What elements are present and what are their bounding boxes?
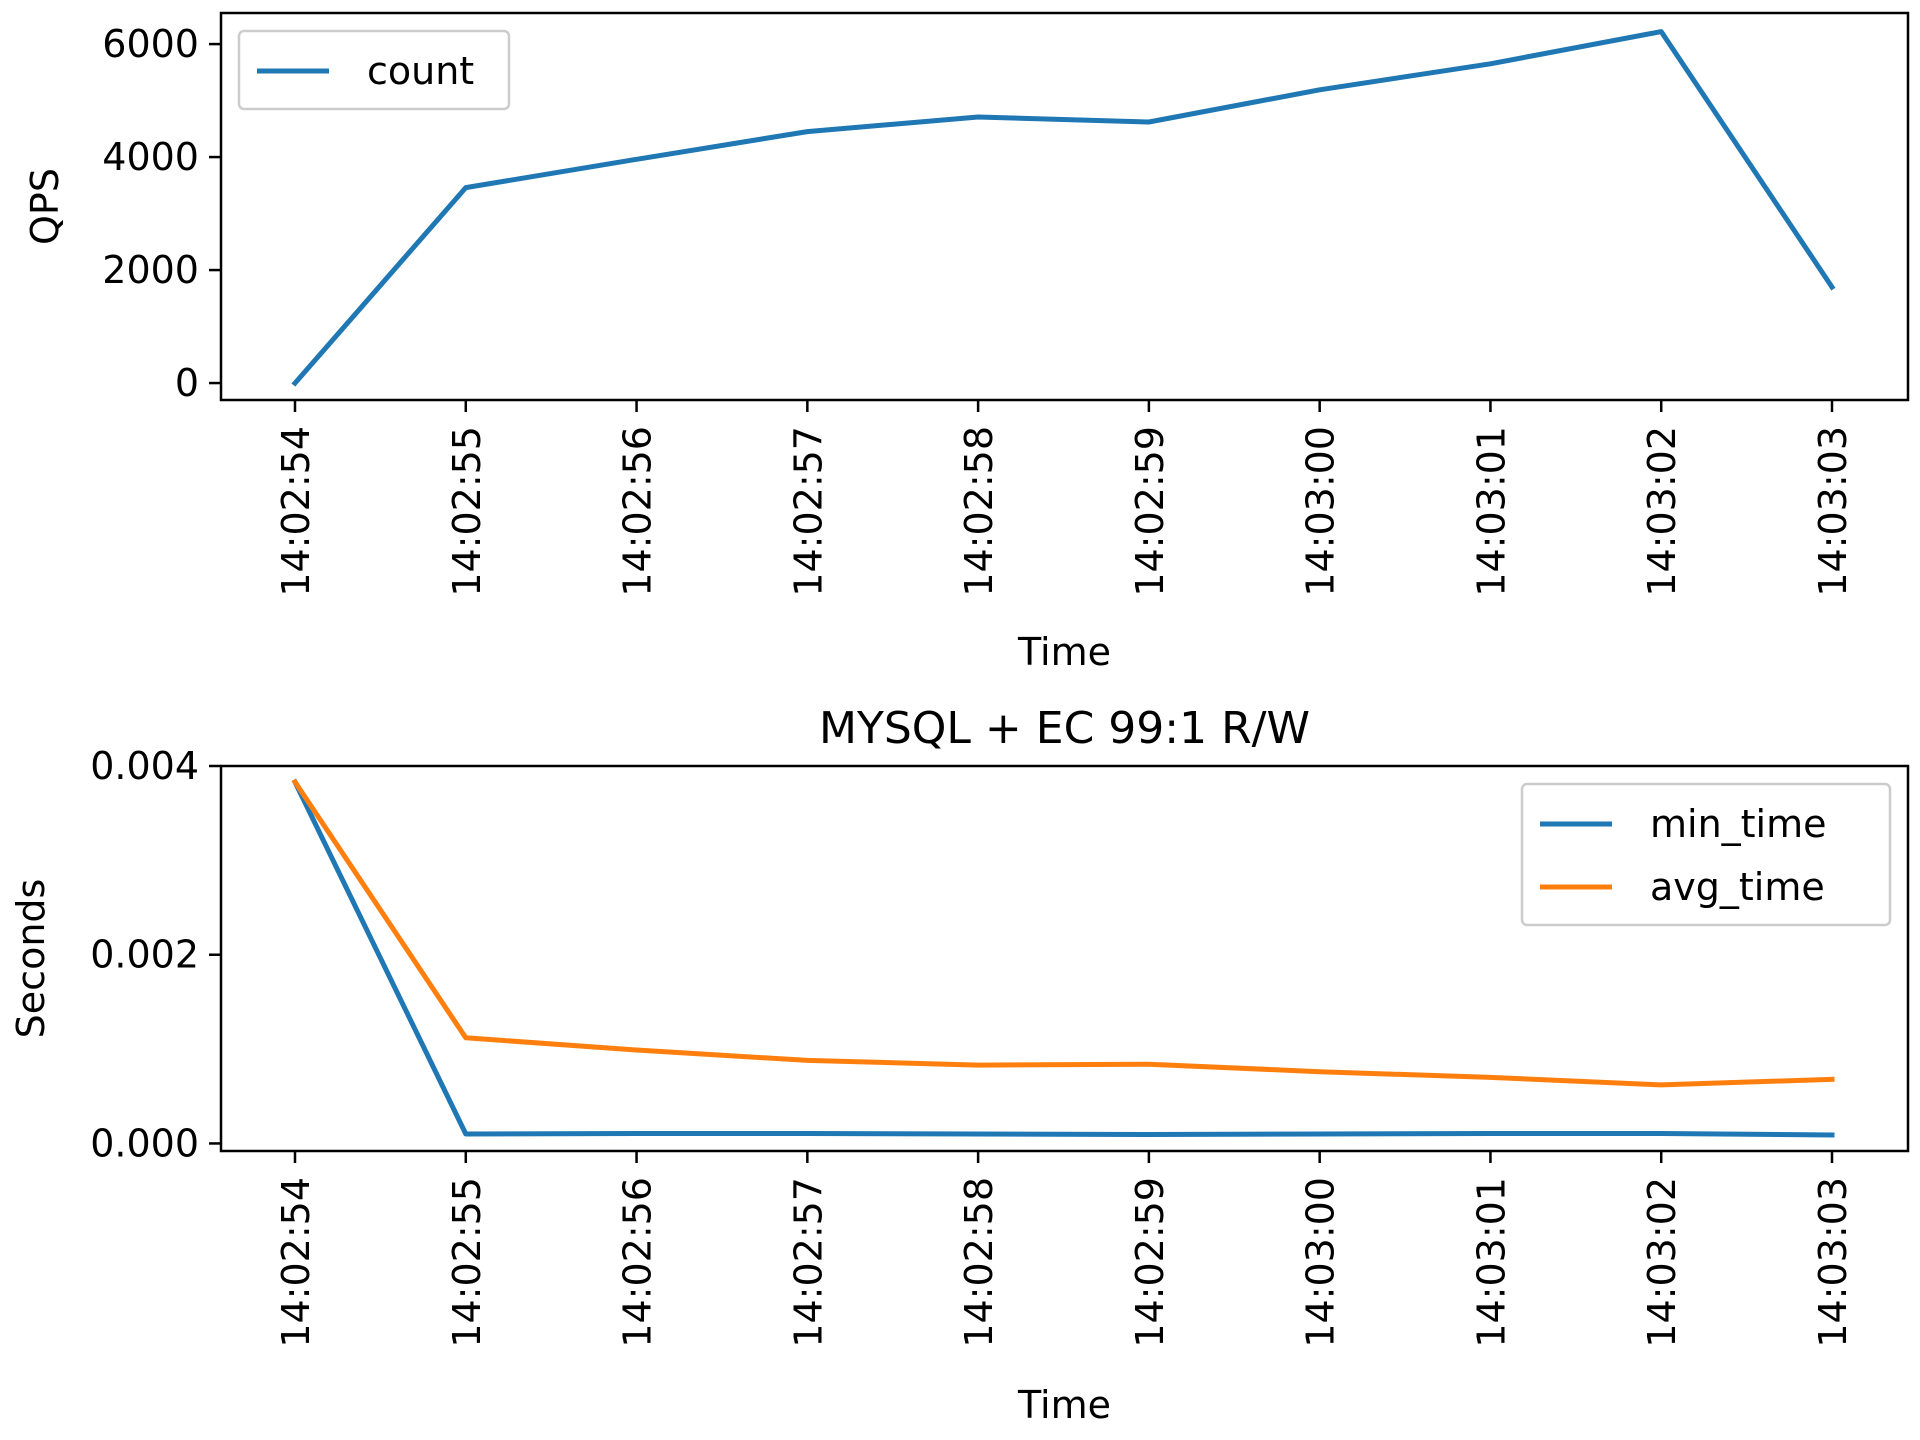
x-tick-label: 14:03:03 (1811, 426, 1855, 597)
y-tick-label: 6000 (102, 22, 199, 66)
plot-frame (219, 11, 1910, 402)
y-tick-label: 0.004 (90, 744, 199, 788)
x-tick-label: 14:02:57 (786, 1177, 830, 1348)
legend: count (237, 29, 511, 111)
legend: min_time avg_time (1520, 782, 1892, 927)
legend-label-count: count (367, 49, 474, 93)
legend-label-min_time: min_time (1650, 802, 1827, 846)
x-tick-label: 14:02:58 (957, 426, 1001, 597)
series-line-count (291, 29, 1836, 387)
y-axis-label: QPS (23, 168, 67, 245)
x-tick-label: 14:03:01 (1469, 1177, 1513, 1348)
x-tick-label: 14:03:02 (1640, 1177, 1684, 1348)
plot-frame (219, 764, 1910, 1153)
legend-box (237, 29, 511, 111)
x-tick-label: 14:02:55 (445, 1177, 489, 1348)
y-tick-label: 2000 (102, 248, 199, 292)
x-tick-label: 14:03:00 (1299, 1177, 1343, 1348)
y-tick-label: 0.000 (90, 1121, 199, 1165)
x-tick-label: 14:02:56 (616, 1177, 660, 1348)
x-tick-label: 14:02:55 (445, 426, 489, 597)
y-tick-label: 4000 (102, 135, 199, 179)
chart-2: 14:02:54 14:02:55 14:02:56 14:02:57 14:02:58… (9, 703, 1910, 1427)
x-tick-label: 14:03:03 (1811, 1177, 1855, 1348)
x-tick-label: 14:02:59 (1128, 1177, 1172, 1348)
x-tick-label: 14:03:01 (1469, 426, 1513, 597)
chart-title: MYSQL + EC 99:1 R/W (819, 703, 1310, 754)
x-tick-label: 14:03:02 (1640, 426, 1684, 597)
x-tick-label: 14:02:59 (1128, 426, 1172, 597)
chart-1: 14:02:54 14:02:55 14:02:56 14:02:57 14:02:58… (23, 11, 1910, 674)
x-tick-label: 14:02:54 (274, 1177, 318, 1348)
x-axis-label: Time (1017, 1383, 1111, 1427)
series-line-avg_time (291, 778, 1835, 1088)
y-tick-label: 0.002 (90, 933, 199, 977)
y-tick-label: 0 (175, 361, 199, 405)
x-tick-label: 14:02:58 (957, 1177, 1001, 1348)
y-axis-label: Seconds (9, 879, 53, 1039)
x-axis-label: Time (1017, 630, 1111, 674)
x-tick-label: 14:03:00 (1299, 426, 1343, 597)
series-line-min_time (291, 778, 1835, 1138)
x-tick-label: 14:02:56 (616, 426, 660, 597)
legend-box (1520, 782, 1892, 927)
legend-label-avg_time: avg_time (1650, 865, 1825, 909)
x-tick-label: 14:02:54 (274, 426, 318, 597)
x-tick-label: 14:02:57 (786, 426, 830, 597)
